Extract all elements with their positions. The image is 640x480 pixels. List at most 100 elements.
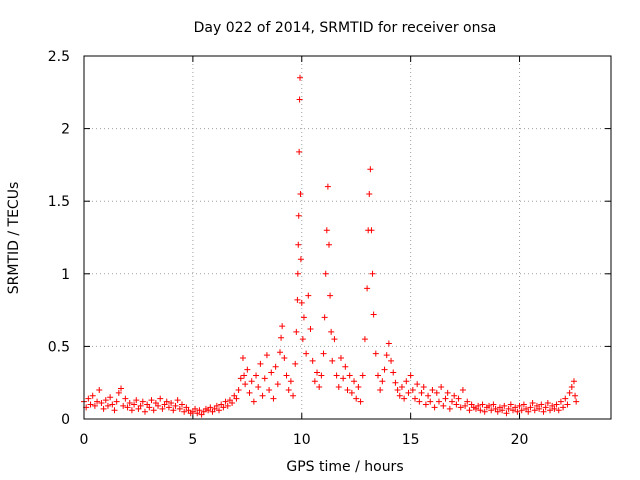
- data-point: [560, 404, 567, 411]
- data-point: [442, 395, 449, 402]
- x-tick-label: 15: [402, 432, 420, 448]
- data-point: [318, 372, 325, 379]
- data-point: [327, 292, 334, 299]
- data-point: [564, 401, 571, 408]
- data-point: [351, 378, 358, 385]
- data-point: [296, 96, 303, 103]
- data-point: [392, 379, 399, 386]
- data-point: [181, 408, 188, 415]
- data-point: [431, 404, 438, 411]
- x-tick-label: 20: [511, 432, 529, 448]
- data-point: [239, 355, 246, 362]
- data-point: [323, 227, 330, 234]
- data-point: [325, 241, 332, 248]
- data-point: [520, 401, 527, 408]
- data-point: [374, 372, 381, 379]
- data-point: [499, 407, 506, 414]
- data-point: [455, 395, 462, 402]
- data-point: [118, 385, 125, 392]
- data-point: [381, 366, 388, 373]
- data-point: [566, 389, 573, 396]
- data-point: [281, 355, 288, 362]
- data-point: [253, 372, 260, 379]
- data-point: [518, 407, 525, 414]
- data-point: [477, 407, 484, 414]
- data-point: [433, 389, 440, 396]
- data-point: [409, 386, 416, 393]
- data-point: [298, 299, 305, 306]
- data-point: [104, 402, 111, 409]
- data-point: [216, 407, 223, 414]
- data-point: [237, 375, 244, 382]
- data-point: [453, 401, 460, 408]
- data-point: [141, 408, 148, 415]
- data-point: [501, 402, 508, 409]
- data-point: [279, 323, 286, 330]
- data-point: [133, 397, 140, 404]
- data-point: [307, 325, 314, 332]
- data-point: [396, 392, 403, 399]
- data-point: [293, 328, 300, 335]
- data-point: [407, 372, 414, 379]
- data-point: [540, 408, 547, 415]
- data-point: [297, 74, 304, 81]
- data-point: [87, 401, 94, 408]
- data-point: [446, 405, 453, 412]
- data-point: [525, 408, 532, 415]
- data-point: [222, 398, 229, 405]
- data-point: [294, 296, 301, 303]
- data-point: [557, 398, 564, 405]
- y-tick-label: 2.5: [48, 49, 70, 65]
- data-point: [444, 389, 451, 396]
- data-point: [244, 366, 251, 373]
- data-point: [344, 386, 351, 393]
- data-point: [333, 372, 340, 379]
- data-point: [488, 407, 495, 414]
- data-point: [192, 405, 199, 412]
- y-axis-label: SRMTID / TECUs: [6, 182, 22, 295]
- data-point: [503, 410, 510, 417]
- data-point: [176, 405, 183, 412]
- data-point: [294, 270, 301, 277]
- data-point: [372, 350, 379, 357]
- data-point: [235, 386, 242, 393]
- data-point: [361, 336, 368, 343]
- data-point: [544, 400, 551, 407]
- data-point: [89, 392, 96, 399]
- data-point: [331, 336, 338, 343]
- data-point: [120, 402, 127, 409]
- chart-title: Day 022 of 2014, SRMTID for receiver ons…: [194, 20, 497, 36]
- data-point: [329, 357, 336, 364]
- data-point: [555, 407, 562, 414]
- data-point: [572, 392, 579, 399]
- data-point: [266, 386, 273, 393]
- x-tick-label: 5: [188, 432, 197, 448]
- data-point: [462, 402, 469, 409]
- data-point: [536, 405, 543, 412]
- data-point: [357, 398, 364, 405]
- data-point: [300, 314, 307, 321]
- data-point: [299, 336, 306, 343]
- data-point: [268, 369, 275, 376]
- data-point: [405, 389, 412, 396]
- data-point: [115, 389, 122, 396]
- data-point: [102, 397, 109, 404]
- data-point: [383, 352, 390, 359]
- data-point: [155, 402, 162, 409]
- data-point: [172, 402, 179, 409]
- data-point: [340, 375, 347, 382]
- data-point: [290, 392, 297, 399]
- data-point: [196, 407, 203, 414]
- data-point: [94, 398, 101, 405]
- data-point: [459, 386, 466, 393]
- data-point: [538, 401, 545, 408]
- data-point: [283, 372, 290, 379]
- data-point: [438, 384, 445, 391]
- data-point: [257, 360, 264, 367]
- data-point: [270, 395, 277, 402]
- data-point: [427, 398, 434, 405]
- data-point: [355, 384, 362, 391]
- data-point: [242, 381, 249, 388]
- data-point: [297, 256, 304, 263]
